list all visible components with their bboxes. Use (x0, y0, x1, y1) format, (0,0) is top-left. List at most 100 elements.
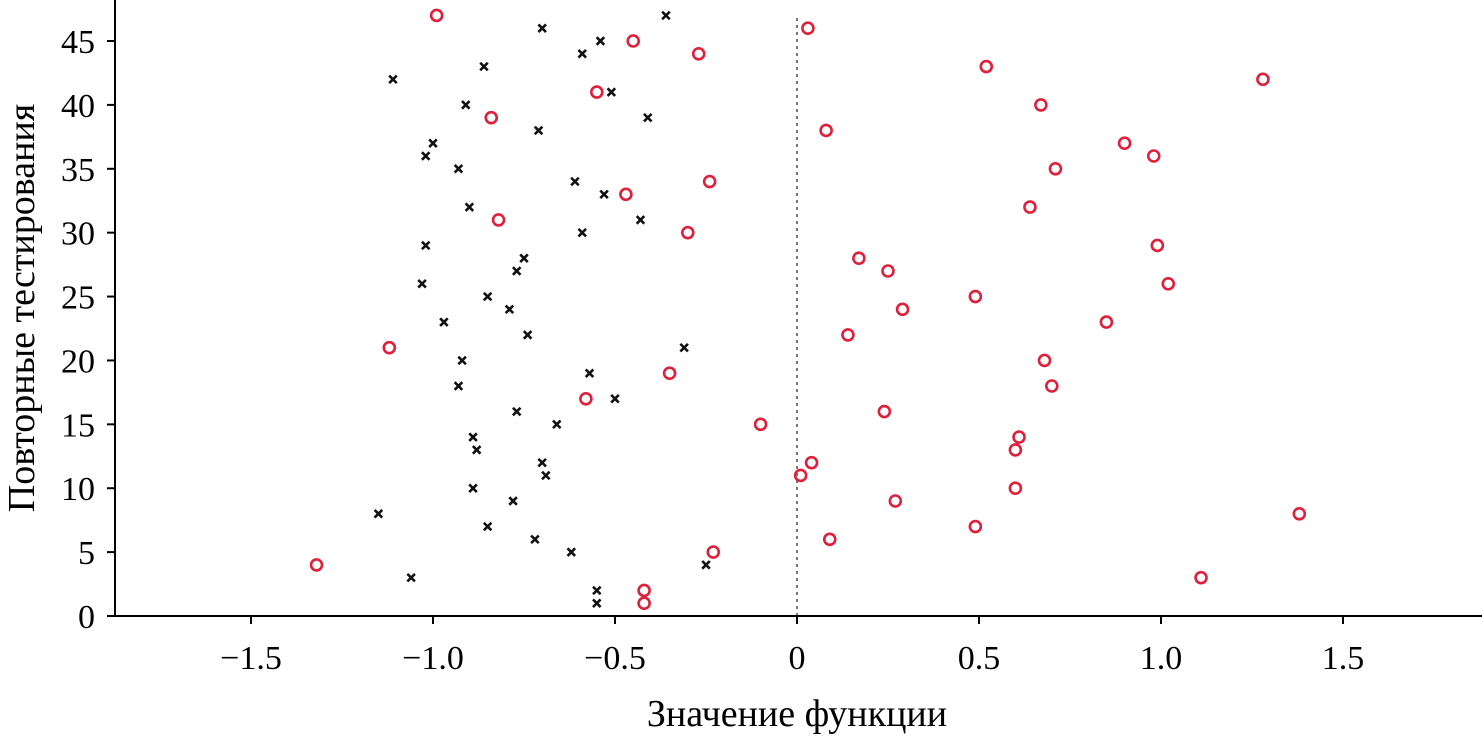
y-tick-label: 35 (61, 152, 95, 189)
point-cross (461, 100, 471, 110)
point-cross (661, 10, 671, 21)
x-tick-label: 0 (789, 640, 806, 677)
point-cross (512, 406, 522, 417)
point-cross (679, 342, 689, 353)
point-cross (406, 572, 416, 583)
point-circle (1048, 161, 1063, 176)
point-circle (1117, 136, 1132, 151)
point-circle (1256, 72, 1270, 87)
point-circle (691, 46, 706, 61)
point-circle (382, 340, 397, 355)
point-cross (512, 266, 522, 276)
point-cross (453, 164, 464, 174)
point-cross (577, 227, 587, 238)
point-circle (491, 213, 506, 227)
point-circle (793, 468, 808, 483)
point-cross (421, 240, 431, 251)
point-circle (877, 404, 892, 419)
point-circle (801, 21, 815, 36)
y-tick-label: 20 (61, 343, 95, 380)
point-circle (881, 264, 895, 278)
point-circle (680, 225, 695, 240)
point-cross (537, 23, 547, 33)
point-circle (888, 494, 903, 508)
y-axis-label: Повторные тестирования (1, 104, 43, 512)
point-cross (508, 496, 518, 506)
point-circle (626, 34, 641, 48)
point-cross (471, 445, 482, 455)
point-cross (606, 87, 617, 97)
point-circle (309, 558, 324, 572)
point-circle (1045, 379, 1059, 393)
point-circle (1008, 481, 1023, 496)
x-tick-label: −0.5 (584, 640, 646, 677)
point-cross (482, 291, 493, 302)
point-circle (822, 532, 837, 547)
point-circle (819, 123, 833, 138)
data-points (309, 8, 1307, 611)
y-tick-label: 0 (78, 599, 95, 636)
point-cross (552, 419, 562, 430)
point-circle (1146, 149, 1161, 163)
point-cross (468, 483, 478, 493)
point-cross (701, 560, 711, 570)
y-tick-label: 40 (61, 88, 95, 125)
point-cross (479, 61, 489, 72)
x-tick-label: −1.0 (402, 640, 464, 677)
point-circle (637, 596, 651, 611)
x-tick-label: −1.5 (220, 640, 282, 677)
point-circle (841, 328, 855, 342)
point-circle (662, 366, 677, 381)
point-circle (1292, 506, 1307, 521)
point-circle (1037, 353, 1052, 368)
point-cross (566, 547, 577, 557)
point-circle (753, 417, 768, 432)
point-cross (643, 112, 653, 123)
point-circle (484, 110, 499, 125)
point-cross (482, 521, 493, 532)
point-cross (537, 457, 547, 468)
point-circle (1008, 443, 1023, 457)
point-cross (533, 125, 544, 136)
point-circle (637, 583, 651, 598)
point-circle (1161, 276, 1176, 291)
point-circle (968, 289, 983, 304)
x-tick-label: 0.5 (958, 640, 1001, 677)
point-circle (706, 545, 721, 559)
point-cross (530, 534, 540, 545)
point-cross (522, 330, 533, 340)
point-circle (1034, 98, 1048, 112)
point-cross (421, 151, 431, 161)
point-cross (457, 355, 467, 366)
point-circle (804, 455, 819, 470)
y-tick-label: 10 (61, 471, 95, 508)
point-circle (619, 187, 633, 202)
point-cross (610, 394, 620, 404)
point-cross (541, 470, 551, 481)
point-circle (1194, 570, 1208, 585)
point-circle (968, 519, 983, 534)
point-circle (1023, 200, 1037, 214)
point-circle (1150, 238, 1165, 253)
point-circle (702, 174, 717, 189)
point-cross (635, 215, 646, 225)
point-cross (428, 138, 438, 148)
point-cross (453, 381, 464, 391)
point-cross (599, 189, 609, 200)
point-circle (1099, 315, 1114, 329)
x-ticks: −1.5 −1.0 −0.5 0 0.5 1.0 1.5 (220, 616, 1364, 677)
point-cross (388, 74, 398, 85)
point-cross (468, 432, 478, 442)
point-cross (373, 509, 384, 519)
point-circle (589, 85, 604, 99)
point-cross (595, 36, 606, 46)
point-cross (577, 49, 587, 59)
point-circle (579, 391, 593, 406)
point-cross (570, 176, 580, 187)
point-cross (592, 598, 602, 608)
y-tick-label: 15 (61, 407, 95, 444)
x-axis-label: Значение функции (647, 693, 947, 735)
x-tick-label: 1.5 (1322, 640, 1365, 677)
point-cross (417, 279, 427, 289)
